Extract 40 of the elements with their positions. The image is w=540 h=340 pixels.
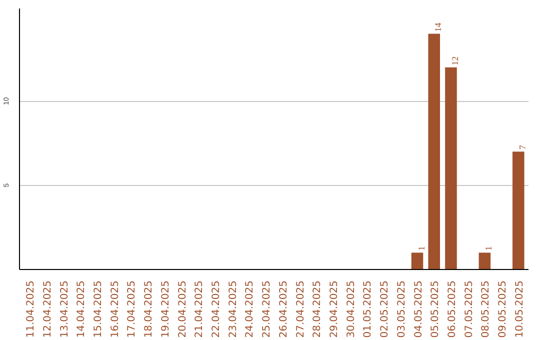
x-tick-label: 01.05.2025 [362, 280, 374, 338]
x-tick-label: 08.05.2025 [480, 280, 492, 338]
x-tick-label: 04.05.2025 [413, 280, 424, 338]
x-tick-label: 07.05.2025 [464, 280, 475, 338]
data-label: 14 [433, 22, 444, 32]
bar [428, 34, 440, 270]
x-tick-label: 21.04.2025 [194, 280, 206, 338]
x-tick-label: 24.04.2025 [244, 280, 256, 338]
x-tick-label: 22.04.2025 [211, 280, 222, 338]
bar [445, 67, 457, 270]
x-tick-label: 19.04.2025 [160, 280, 172, 338]
x-tick-label: 28.04.2025 [312, 280, 324, 338]
x-tick-label: 16.04.2025 [110, 280, 121, 338]
data-label: 1 [484, 246, 494, 251]
bar [478, 252, 491, 270]
x-tick-label: 12.04.2025 [42, 280, 54, 338]
x-tick-label: 15.04.2025 [93, 280, 104, 338]
x-tick-label: 18.04.2025 [144, 280, 155, 338]
x-tick-label: 02.05.2025 [380, 280, 391, 338]
data-label: 12 [450, 56, 460, 66]
x-tick-label: 25.04.2025 [262, 280, 273, 338]
x-tick-label: 03.05.2025 [396, 280, 408, 338]
x-tick-label: 29.04.2025 [328, 280, 340, 338]
x-tick-label: 14.04.2025 [76, 280, 88, 338]
bar [411, 252, 424, 270]
bar [512, 152, 524, 270]
x-tick-label: 09.05.2025 [498, 280, 509, 338]
x-tick-label: 13.04.2025 [59, 280, 70, 338]
x-tick-label: 27.04.2025 [295, 280, 306, 338]
x-tick-label: 20.04.2025 [177, 280, 188, 338]
x-tick-label: 26.04.2025 [278, 280, 290, 338]
x-tick-label: 23.04.2025 [228, 280, 239, 338]
x-tick-label: 30.04.2025 [346, 280, 357, 338]
x-tick-label: 11.04.2025 [26, 280, 37, 338]
x-tick-label: 17.04.2025 [126, 280, 138, 338]
data-label: 1 [416, 246, 426, 251]
x-tick-label: 10.05.2025 [514, 280, 526, 338]
data-label: 7 [517, 144, 528, 150]
x-tick-label: 05.05.2025 [430, 280, 442, 338]
x-tick-label: 06.05.2025 [446, 280, 458, 338]
